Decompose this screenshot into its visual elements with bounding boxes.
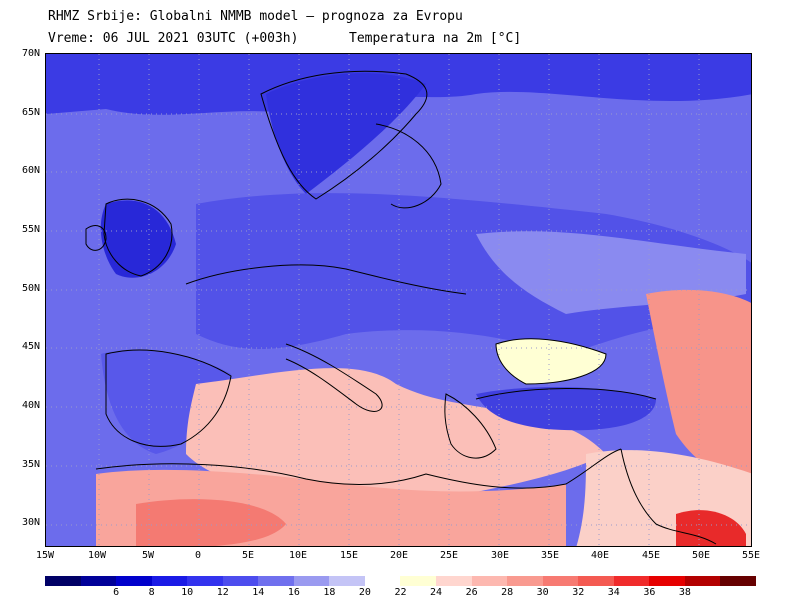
lon-label: 5E	[241, 550, 255, 561]
lon-label: 0	[194, 550, 202, 561]
colorbar-label: 8	[148, 587, 155, 598]
colorbar-label: 10	[181, 587, 194, 598]
central-europe-zone	[196, 193, 751, 354]
british-isles-cold-zone	[100, 200, 176, 278]
lat-label: 70N	[21, 48, 40, 59]
lat-label: 30N	[21, 517, 40, 528]
colorbar-label: 14	[252, 587, 265, 598]
scandinavia-cold-zone	[266, 73, 426, 194]
colorbar-label: 16	[287, 587, 300, 598]
caucasus-hot-zone	[646, 289, 751, 477]
colorbar-label: 6	[113, 587, 120, 598]
lon-label: 55E	[741, 550, 761, 561]
colorbar-segment	[720, 576, 756, 586]
lon-label: 10E	[288, 550, 308, 561]
lon-label: 50E	[691, 550, 711, 561]
lat-label: 65N	[21, 107, 40, 118]
lon-label: 15W	[35, 550, 55, 561]
persian-gulf-hot-zone	[676, 510, 746, 546]
coastlines	[85, 70, 717, 545]
colorbar-segment	[471, 576, 508, 586]
lat-label: 40N	[21, 400, 40, 411]
colorbar-segment	[45, 576, 81, 586]
colorbar-label: 36	[643, 587, 656, 598]
forecast-time: Vreme: 06 JUL 2021 03UTC (+003h)	[48, 31, 299, 46]
colorbar-label: 20	[358, 587, 371, 598]
colorbar-segment	[329, 576, 365, 586]
colorbar-segment	[80, 576, 117, 586]
lat-label: 35N	[21, 459, 40, 470]
colorbar-label: 12	[216, 587, 229, 598]
lon-label: 20E	[389, 550, 409, 561]
lon-label: 30E	[490, 550, 510, 561]
map-title: RHMZ Srbije: Globalni NMMB model — progn…	[48, 9, 463, 24]
colorbar-segment	[649, 576, 685, 586]
colorbar-segment	[364, 576, 401, 586]
lat-label: 55N	[21, 224, 40, 235]
lat-label: 50N	[21, 283, 40, 294]
colorbar-segment	[222, 576, 259, 586]
colorbar-segment	[684, 576, 721, 586]
colorbar-label: 18	[323, 587, 336, 598]
lat-label: 45N	[21, 341, 40, 352]
lon-label: 25E	[439, 550, 459, 561]
colorbar-segment	[542, 576, 579, 586]
colorbar-label: 30	[536, 587, 549, 598]
lon-label: 45E	[641, 550, 661, 561]
colorbar-segment	[293, 576, 330, 586]
colorbar-segment	[400, 576, 437, 586]
lon-label: 10W	[87, 550, 107, 561]
colorbar-label: 24	[430, 587, 443, 598]
temperature-map	[45, 53, 752, 547]
colorbar-segment	[507, 576, 543, 586]
colorbar-segment	[116, 576, 152, 586]
colorbar-label: 34	[607, 587, 620, 598]
lon-label: 40E	[590, 550, 610, 561]
lon-label: 35E	[540, 550, 560, 561]
colorbar-segment	[187, 576, 223, 586]
lon-label: 15E	[339, 550, 359, 561]
colorbar-label: 38	[678, 587, 691, 598]
colorbar-label: 28	[501, 587, 514, 598]
map-canvas	[46, 54, 751, 546]
lon-label: 5W	[141, 550, 155, 561]
anatolia-cool-zone	[476, 387, 656, 431]
colorbar-label: 32	[572, 587, 585, 598]
black-sea-warm-zone	[496, 338, 606, 384]
colorbar-segment	[578, 576, 614, 586]
colorbar-label: 22	[394, 587, 407, 598]
colorbar-segment	[436, 576, 472, 586]
colorbar-segment	[613, 576, 650, 586]
lat-label: 60N	[21, 165, 40, 176]
colorbar-segment	[258, 576, 294, 586]
variable-label: Temperatura na 2m [°C]	[349, 31, 522, 46]
colorbar-segment	[151, 576, 188, 586]
colorbar-label: 26	[465, 587, 478, 598]
temperature-colorbar	[45, 576, 756, 586]
